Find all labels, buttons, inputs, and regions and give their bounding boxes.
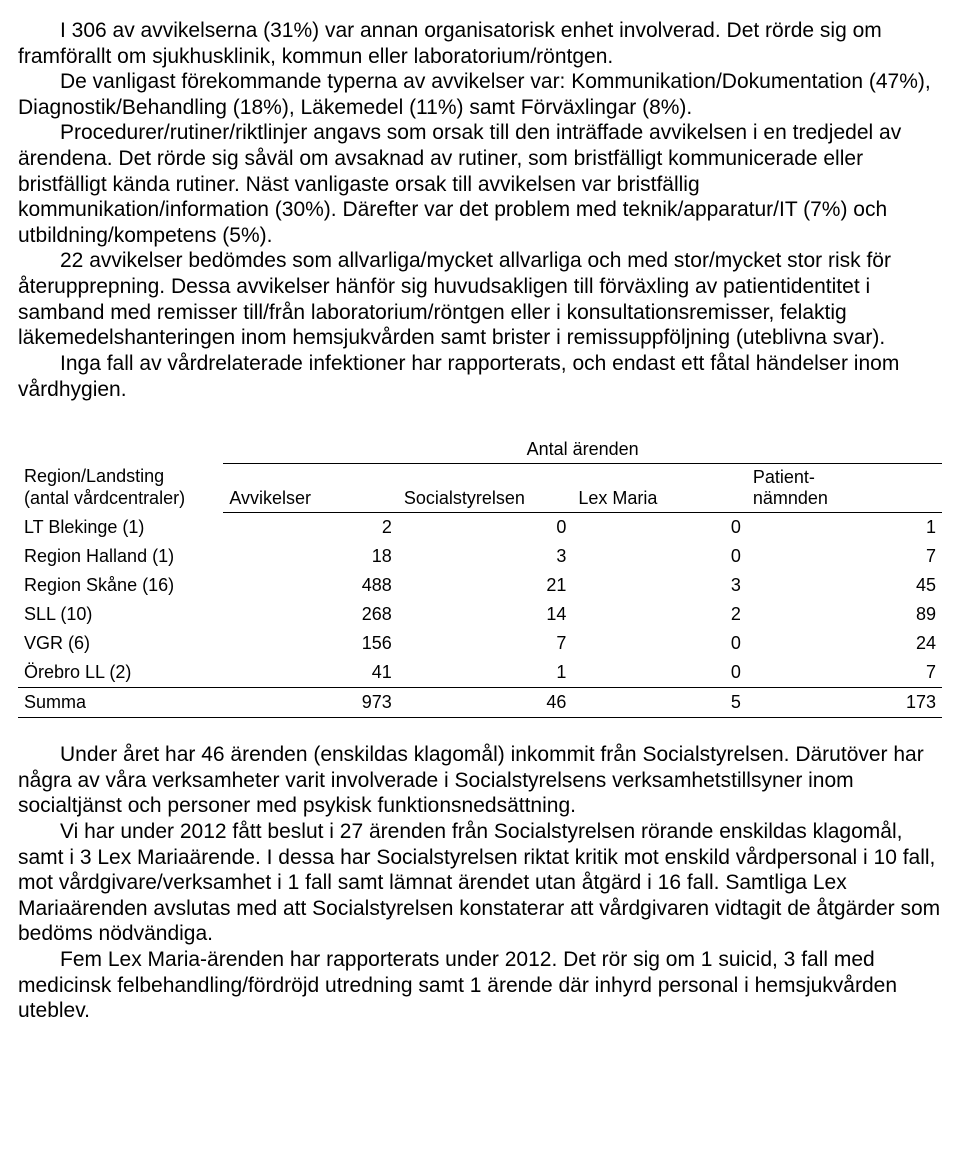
deviation-table: Region/Landsting (antal vårdcentraler) A… xyxy=(18,436,942,718)
cell-avvikelser: 488 xyxy=(223,571,398,600)
header-patient-line2: nämnden xyxy=(753,488,936,509)
cell-lex: 2 xyxy=(572,600,747,629)
cell-sum-social: 46 xyxy=(398,688,573,718)
cell-social: 21 xyxy=(398,571,573,600)
paragraph: Vi har under 2012 fått beslut i 27 ärend… xyxy=(18,819,942,947)
cell-patient: 45 xyxy=(747,571,942,600)
table-row: SLL (10) 268 14 2 89 xyxy=(18,600,942,629)
header-patientnamnden: Patient- nämnden xyxy=(747,464,942,513)
cell-avvikelser: 268 xyxy=(223,600,398,629)
cell-sum-label: Summa xyxy=(18,688,223,718)
paragraph: Procedurer/rutiner/riktlinjer angavs som… xyxy=(18,120,942,248)
cell-lex: 0 xyxy=(572,542,747,571)
cell-social: 7 xyxy=(398,629,573,658)
cell-patient: 7 xyxy=(747,542,942,571)
document-page: I 306 av avvikelserna (31%) var annan or… xyxy=(0,0,960,1169)
table-container: Region/Landsting (antal vårdcentraler) A… xyxy=(18,436,942,718)
header-region-line1: Region/Landsting xyxy=(24,466,217,488)
cell-social: 3 xyxy=(398,542,573,571)
paragraph: De vanligast förekommande typerna av avv… xyxy=(18,69,942,120)
body-text-block-top: I 306 av avvikelserna (31%) var annan or… xyxy=(18,18,942,402)
paragraph: Under året har 46 ärenden (enskildas kla… xyxy=(18,742,942,819)
cell-region: LT Blekinge (1) xyxy=(18,513,223,543)
cell-patient: 1 xyxy=(747,513,942,543)
cell-avvikelser: 18 xyxy=(223,542,398,571)
header-patient-line1: Patient- xyxy=(753,467,936,488)
cell-region: Region Halland (1) xyxy=(18,542,223,571)
cell-avvikelser: 41 xyxy=(223,658,398,688)
table-row: Örebro LL (2) 41 1 0 7 xyxy=(18,658,942,688)
cell-region: Region Skåne (16) xyxy=(18,571,223,600)
table-sum-row: Summa 973 46 5 173 xyxy=(18,688,942,718)
cell-patient: 24 xyxy=(747,629,942,658)
table-header-row-1: Region/Landsting (antal vårdcentraler) A… xyxy=(18,436,942,464)
cell-region: Örebro LL (2) xyxy=(18,658,223,688)
body-text-block-bottom: Under året har 46 ärenden (enskildas kla… xyxy=(18,742,942,1024)
cell-lex: 0 xyxy=(572,629,747,658)
cell-avvikelser: 156 xyxy=(223,629,398,658)
paragraph: I 306 av avvikelserna (31%) var annan or… xyxy=(18,18,942,69)
paragraph: 22 avvikelser bedömdes som allvarliga/my… xyxy=(18,248,942,350)
header-region-line2: (antal vårdcentraler) xyxy=(24,488,217,510)
cell-patient: 7 xyxy=(747,658,942,688)
cell-social: 1 xyxy=(398,658,573,688)
header-socialstyrelsen: Socialstyrelsen xyxy=(398,464,573,513)
cell-lex: 0 xyxy=(572,658,747,688)
cell-lex: 0 xyxy=(572,513,747,543)
header-region: Region/Landsting (antal vårdcentraler) xyxy=(18,436,223,513)
cell-social: 0 xyxy=(398,513,573,543)
cell-patient: 89 xyxy=(747,600,942,629)
header-lex-maria: Lex Maria xyxy=(572,464,747,513)
table-row: LT Blekinge (1) 2 0 0 1 xyxy=(18,513,942,543)
cell-avvikelser: 2 xyxy=(223,513,398,543)
cell-social: 14 xyxy=(398,600,573,629)
header-avvikelser: Avvikelser xyxy=(223,464,398,513)
cell-lex: 3 xyxy=(572,571,747,600)
header-antal: Antal ärenden xyxy=(223,436,942,464)
cell-sum-patient: 173 xyxy=(747,688,942,718)
cell-region: VGR (6) xyxy=(18,629,223,658)
table-row: Region Skåne (16) 488 21 3 45 xyxy=(18,571,942,600)
paragraph: Fem Lex Maria-ärenden har rapporterats u… xyxy=(18,947,942,1024)
cell-region: SLL (10) xyxy=(18,600,223,629)
table-row: VGR (6) 156 7 0 24 xyxy=(18,629,942,658)
table-row: Region Halland (1) 18 3 0 7 xyxy=(18,542,942,571)
paragraph: Inga fall av vårdrelaterade infektioner … xyxy=(18,351,942,402)
cell-sum-lex: 5 xyxy=(572,688,747,718)
cell-sum-avvikelser: 973 xyxy=(223,688,398,718)
